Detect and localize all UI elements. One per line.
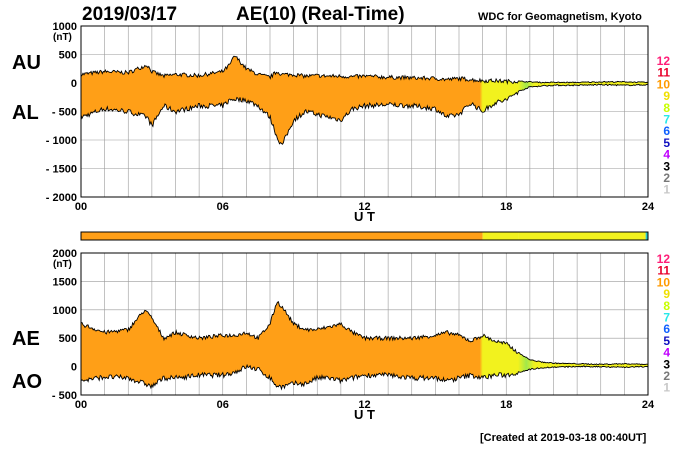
ao-trace [80,363,649,391]
strip-segment [645,232,648,240]
y-tick-label: 1000 [53,305,77,317]
chart-title: AE(10) (Real-Time) [236,4,405,25]
legend-number: 5 [663,334,670,348]
au-al-area [81,56,648,145]
ae-ao-panel: 2000 1500 1000 500 0 - 500 00 06 12 18 24 (nT) U … [52,248,655,422]
ae-ao-frame [80,252,649,396]
au-al-unit-label: (nT) [53,32,72,43]
y-tick-label: 0 [71,362,77,374]
legend-number: 6 [663,322,670,336]
legend-number: 9 [663,287,670,301]
legend-number: 7 [663,311,670,325]
x-tick-label: 06 [217,399,229,411]
legend-number: 1 [663,183,670,197]
x-tick-label: 12 [358,399,370,411]
x-tick-label: 00 [75,201,87,213]
ae-ao-xticks: 00 06 12 18 24 [75,399,655,411]
chart-date: 2019/03/17 [82,4,178,25]
legend-number: 1 [663,381,670,395]
al-trace [80,83,649,145]
strip-segment [482,232,519,240]
strip-frame [80,231,649,241]
legend-number: 12 [657,252,671,266]
ae-ao-yticks: 2000 1500 1000 500 0 - 500 [52,248,77,402]
legend-number: 11 [657,66,670,80]
x-tick-label: 18 [500,201,512,213]
legend-number: 3 [663,159,670,173]
legend-number: 4 [663,148,670,162]
au-trace [80,55,649,85]
legend-number: 10 [657,77,671,91]
au-al-xticks: 00 06 12 18 24 [75,201,655,213]
y-tick-label: 0 [71,78,77,90]
legend-number: 5 [663,136,670,150]
ae-trace [80,301,648,366]
ae-label: AE [12,328,40,350]
legend-number: 3 [663,357,670,371]
y-tick-label: 1500 [53,276,77,288]
strip-segment [81,232,483,240]
legend-number: 4 [663,346,670,360]
legend-number: 6 [663,124,670,138]
y-tick-label: - 500 [52,390,77,402]
x-tick-label: 12 [358,201,370,213]
legend-number: 10 [657,275,671,289]
y-tick-label: - 2000 [46,192,77,204]
legend-number: 2 [663,369,670,383]
y-tick-label: 500 [59,50,77,62]
ae-ao-area [81,301,648,389]
au-label: AU [12,52,41,74]
legend-number: 7 [663,113,670,127]
x-tick-label: 00 [75,399,87,411]
legend-number: 8 [663,299,670,313]
ao-label: AO [12,371,42,393]
al-label: AL [12,102,39,124]
au-al-x-axis-label: U T [354,209,375,224]
activity-color-strip [80,231,649,241]
legend-number: 9 [663,89,670,103]
x-tick-label: 18 [500,399,512,411]
ae-ao-x-axis-label: U T [354,407,375,422]
strip-segment [518,232,646,240]
x-tick-label: 24 [642,399,655,411]
legend-number: 12 [657,54,671,68]
y-tick-label: 500 [59,333,77,345]
legend-number: 11 [657,264,670,278]
x-tick-label: 06 [217,201,229,213]
y-tick-label: - 500 [52,107,77,119]
au-al-frame [80,25,649,198]
x-tick-label: 24 [642,201,655,213]
ae-ao-unit-label: (nT) [53,259,72,270]
au-al-yticks: 1000 500 0 - 500 - 1000 - 1500 - 2000 [46,21,77,204]
data-source: WDC for Geomagnetism, Kyoto [478,11,642,23]
legend-number: 8 [663,101,670,115]
y-tick-label: - 1500 [46,164,77,176]
created-timestamp: [Created at 2019-03-18 00:40UT] [480,432,647,444]
legend-number: 2 [663,171,670,185]
y-tick-label: 1000 [53,21,77,33]
y-tick-label: 2000 [53,248,77,260]
au-al-grid [81,26,648,197]
au-al-panel: 1000 500 0 - 500 - 1000 - 1500 - 2000 00 06 12 18… [46,21,655,224]
y-tick-label: - 1000 [46,135,77,147]
